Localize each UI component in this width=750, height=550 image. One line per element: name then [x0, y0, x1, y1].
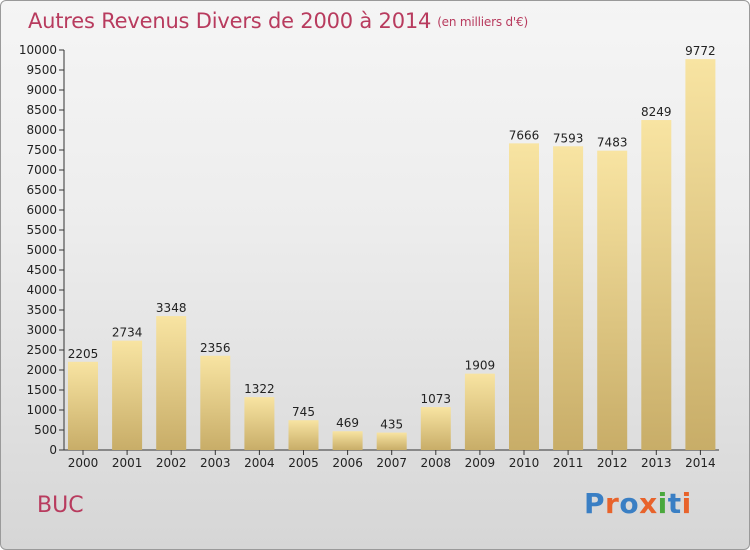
- y-tick-label: 0: [49, 443, 57, 457]
- bar-2013: [641, 120, 672, 450]
- x-tick-label-2012: 2012: [597, 456, 628, 470]
- y-tick-label: 4500: [26, 263, 57, 277]
- commune-name: BUC: [37, 493, 84, 518]
- value-label-2014: 9772: [685, 44, 716, 58]
- logo-letter: i: [657, 487, 668, 520]
- value-label-2000: 2205: [68, 347, 99, 361]
- logo-letter: i: [681, 487, 692, 520]
- y-tick-label: 7500: [26, 143, 57, 157]
- value-label-2004: 1322: [244, 382, 275, 396]
- logo-letter: r: [605, 487, 620, 520]
- value-label-2007: 435: [380, 418, 403, 432]
- y-tick-label: 4000: [26, 283, 57, 297]
- x-tick-label-2014: 2014: [685, 456, 716, 470]
- bar-2011: [553, 146, 584, 450]
- y-tick-label: 8000: [26, 123, 57, 137]
- value-label-2011: 7593: [553, 131, 584, 145]
- logo-letter: t: [667, 487, 682, 520]
- value-label-2013: 8249: [641, 105, 672, 119]
- bars: 2205 2734 3348 2356 1322 745 469 435 1073 1909 766…: [68, 44, 716, 451]
- bar-2006: [332, 431, 363, 450]
- chart-title: Autres Revenus Divers de 2000 à 2014 (en …: [28, 9, 528, 33]
- y-tick-label: 3500: [26, 303, 57, 317]
- bar-2005: [288, 420, 319, 450]
- y-tick-label: 2000: [26, 363, 57, 377]
- axes: 0 500 1000 1500 2000 2500 3000 3500 4000 4500 5000…: [19, 43, 719, 470]
- x-tick-label-2002: 2002: [156, 456, 187, 470]
- x-tick-label-2005: 2005: [288, 456, 319, 470]
- proxiti-logo: Proxiti: [584, 487, 692, 520]
- bar-2009: [464, 373, 495, 450]
- bar-2012: [597, 150, 628, 450]
- bar-2003: [200, 355, 231, 450]
- y-tick-label: 9000: [26, 83, 57, 97]
- y-tick-label: 2500: [26, 343, 57, 357]
- y-tick-label: 10000: [19, 43, 57, 57]
- chart-subtitle: (en milliers d'€): [437, 15, 528, 29]
- x-tick-label-2011: 2011: [553, 456, 584, 470]
- x-tick-label-2003: 2003: [200, 456, 231, 470]
- y-tick-label: 5000: [26, 243, 57, 257]
- value-label-2005: 745: [292, 405, 315, 419]
- value-label-2008: 1073: [421, 392, 452, 406]
- y-tick-label: 6500: [26, 183, 57, 197]
- y-tick-label: 500: [34, 423, 57, 437]
- y-tick-label: 3000: [26, 323, 57, 337]
- y-tick-label: 8500: [26, 103, 57, 117]
- logo-letter: o: [619, 487, 640, 520]
- y-tick-label: 9500: [26, 63, 57, 77]
- bar-2002: [156, 316, 187, 450]
- x-tick-label-2013: 2013: [641, 456, 672, 470]
- value-label-2006: 469: [336, 416, 359, 430]
- logo-letter: P: [584, 487, 606, 520]
- bar-2004: [244, 397, 275, 450]
- value-label-2012: 7483: [597, 136, 628, 150]
- bar-2000: [68, 361, 98, 450]
- y-tick-label: 5500: [26, 223, 57, 237]
- y-tick-label: 1500: [26, 383, 57, 397]
- x-tick-label-2006: 2006: [332, 456, 363, 470]
- value-label-2009: 1909: [465, 359, 496, 373]
- bar-2010: [509, 143, 539, 451]
- bar-2001: [112, 340, 143, 450]
- x-tick-label-2001: 2001: [112, 456, 143, 470]
- x-tick-label-2007: 2007: [376, 456, 407, 470]
- y-tick-label: 6000: [26, 203, 57, 217]
- value-label-2002: 3348: [156, 301, 187, 315]
- value-label-2010: 7666: [509, 128, 540, 142]
- logo-letter: x: [639, 487, 658, 520]
- bar-2007: [376, 432, 407, 450]
- x-tick-label-2008: 2008: [421, 456, 452, 470]
- bar-2008: [420, 407, 451, 450]
- value-label-2003: 2356: [200, 341, 231, 355]
- x-tick-label-2009: 2009: [465, 456, 496, 470]
- value-label-2001: 2734: [112, 326, 143, 340]
- y-tick-label: 7000: [26, 163, 57, 177]
- y-tick-label: 1000: [26, 403, 57, 417]
- x-tick-label-2000: 2000: [68, 456, 99, 470]
- bar-2014: [685, 59, 716, 451]
- x-tick-label-2010: 2010: [509, 456, 540, 470]
- x-tick-label-2004: 2004: [244, 456, 275, 470]
